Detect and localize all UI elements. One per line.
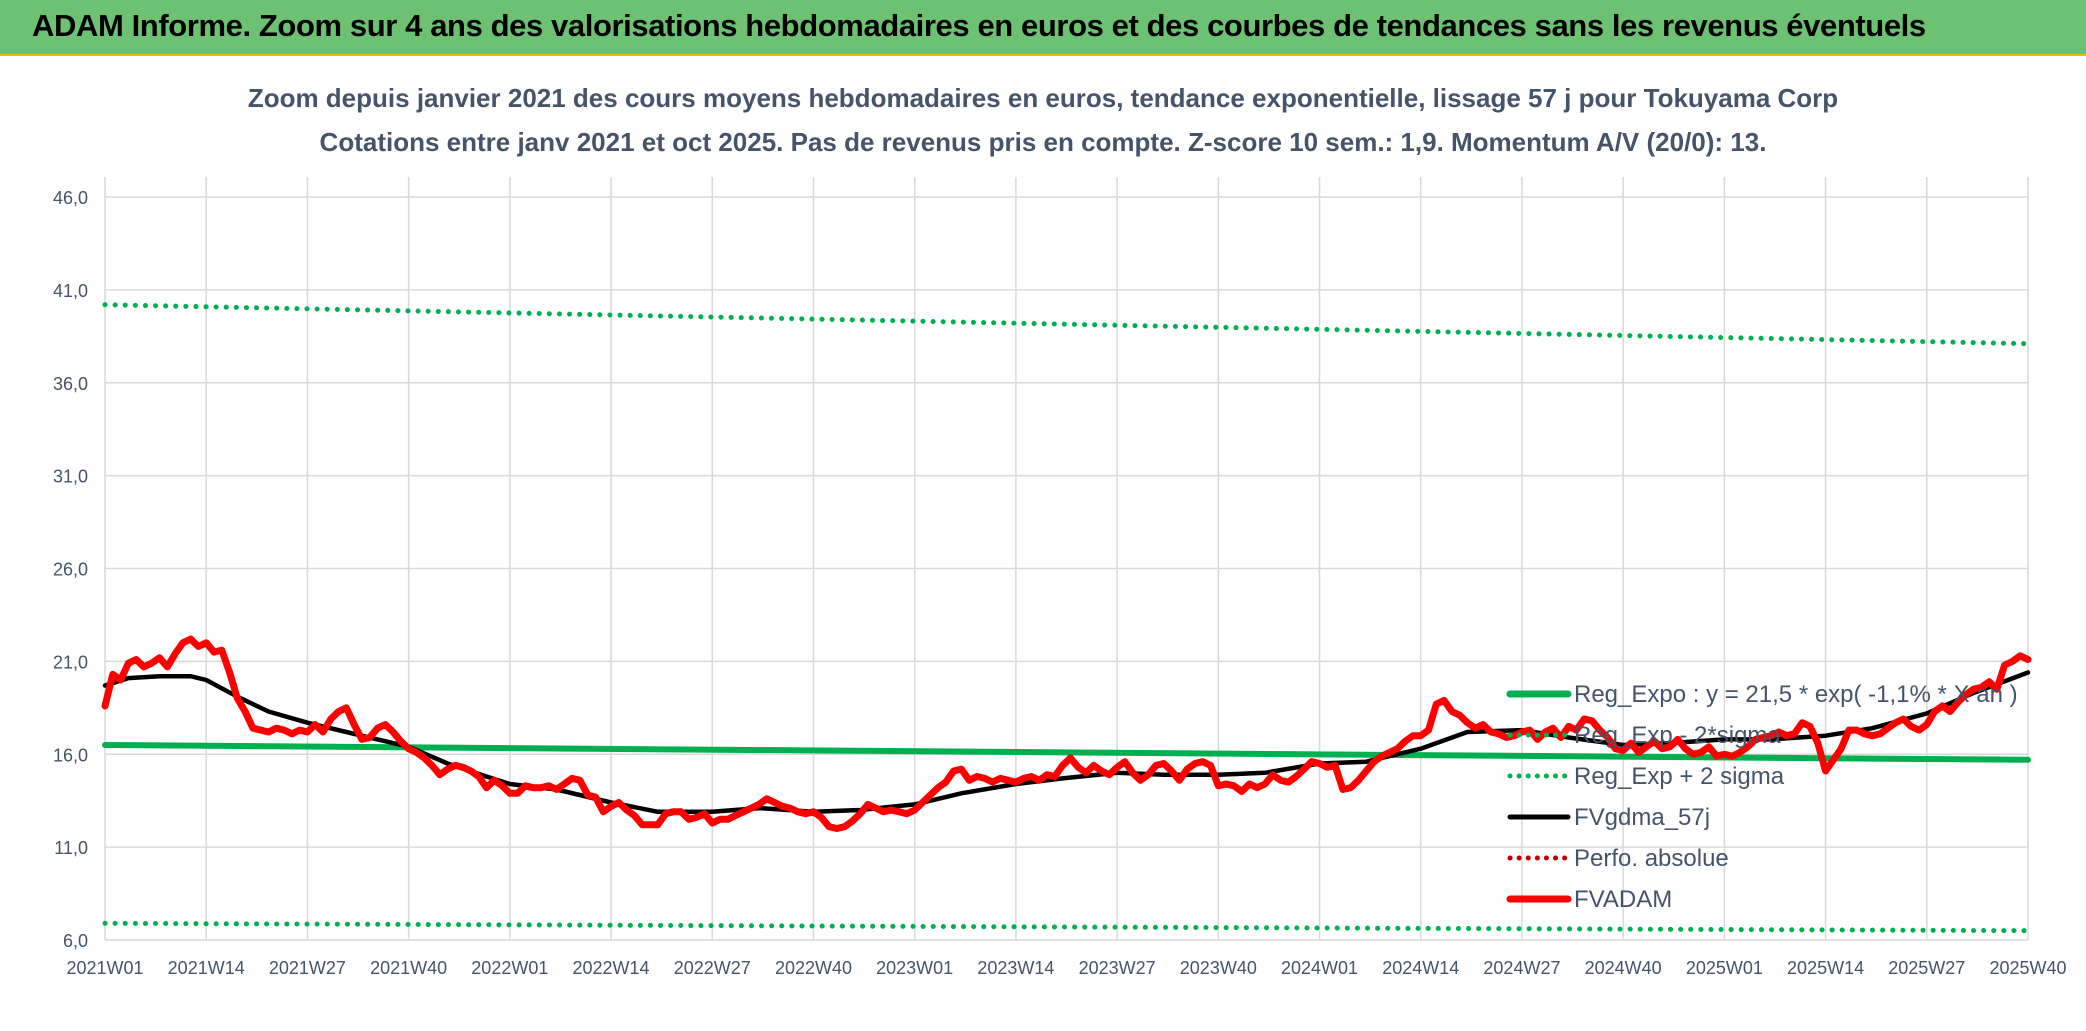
y-axis-ticks: 6,0 11,0 16,0 21,0 26,0 31,0 36,0 41,0 46,0	[53, 188, 88, 951]
x-tick-label: 2023W14	[977, 958, 1054, 978]
x-tick-label: 2023W01	[876, 958, 953, 978]
series-line-2	[102, 302, 2031, 347]
x-tick-label: 2021W40	[370, 958, 447, 978]
x-tick-label: 2021W14	[168, 958, 245, 978]
price-trend-chart: Zoom depuis janvier 2021 des cours moyen…	[53, 83, 2067, 978]
y-tick-label: 31,0	[53, 467, 88, 487]
x-axis-ticks: 2021W01 2021W14 2021W27 2021W40 2022W01 2022W…	[66, 958, 2066, 978]
y-tick-label: 11,0	[54, 838, 88, 858]
x-tick-label: 2022W27	[674, 958, 751, 978]
series-line-0	[102, 742, 2031, 763]
series-line-1	[102, 920, 2031, 934]
x-tick-label: 2024W40	[1585, 958, 1662, 978]
y-tick-label: 16,0	[53, 745, 88, 765]
x-tick-label: 2021W01	[66, 958, 143, 978]
x-tick-label: 2025W27	[1888, 958, 1965, 978]
x-tick-label: 2022W01	[471, 958, 548, 978]
x-tick-label: 2025W14	[1787, 958, 1864, 978]
legend-label-5: FVADAM	[1574, 886, 1672, 913]
chart-subtitle-line-2: Cotations entre janv 2021 et oct 2025. P…	[320, 127, 1767, 157]
y-tick-label: 26,0	[53, 560, 88, 580]
report-banner: ADAM Informe. Zoom sur 4 ans des valoris…	[0, 0, 2086, 56]
y-tick-label: 6,0	[63, 931, 88, 951]
report-title: ADAM Informe. Zoom sur 4 ans des valoris…	[32, 8, 1926, 43]
chart-legend: Reg_Expo : y = 21,5 * exp( -1,1% * X an …	[1506, 681, 2018, 913]
legend-label-3: FVgdma_57j	[1574, 804, 1710, 831]
y-tick-label: 46,0	[53, 188, 88, 208]
chart-subtitle-line-1: Zoom depuis janvier 2021 des cours moyen…	[248, 83, 1838, 113]
legend-label-1: Reg_Exp - 2*sigma	[1574, 722, 1781, 749]
x-tick-label: 2021W27	[269, 958, 346, 978]
x-tick-label: 2024W01	[1281, 958, 1358, 978]
x-tick-label: 2025W40	[1989, 958, 2066, 978]
legend-label-0: Reg_Expo : y = 21,5 * exp( -1,1% * X an …	[1574, 681, 2018, 708]
legend-label-4: Perfo. absolue	[1574, 845, 1729, 872]
x-tick-label: 2022W40	[775, 958, 852, 978]
y-tick-label: 36,0	[53, 374, 88, 394]
x-tick-label: 2023W40	[1180, 958, 1257, 978]
x-tick-label: 2025W01	[1686, 958, 1763, 978]
x-tick-label: 2023W27	[1079, 958, 1156, 978]
series-layer	[101, 302, 2032, 934]
y-tick-label: 41,0	[53, 281, 88, 301]
y-tick-label: 21,0	[53, 652, 88, 672]
x-tick-label: 2022W14	[573, 958, 650, 978]
x-tick-label: 2024W14	[1382, 958, 1459, 978]
grid-layer	[104, 177, 2029, 941]
x-tick-label: 2024W27	[1483, 958, 1560, 978]
legend-label-2: Reg_Exp + 2 sigma	[1574, 763, 1785, 790]
chart-frame: Zoom depuis janvier 2021 des cours moyen…	[0, 56, 2086, 1031]
series-line-5	[101, 635, 2032, 832]
